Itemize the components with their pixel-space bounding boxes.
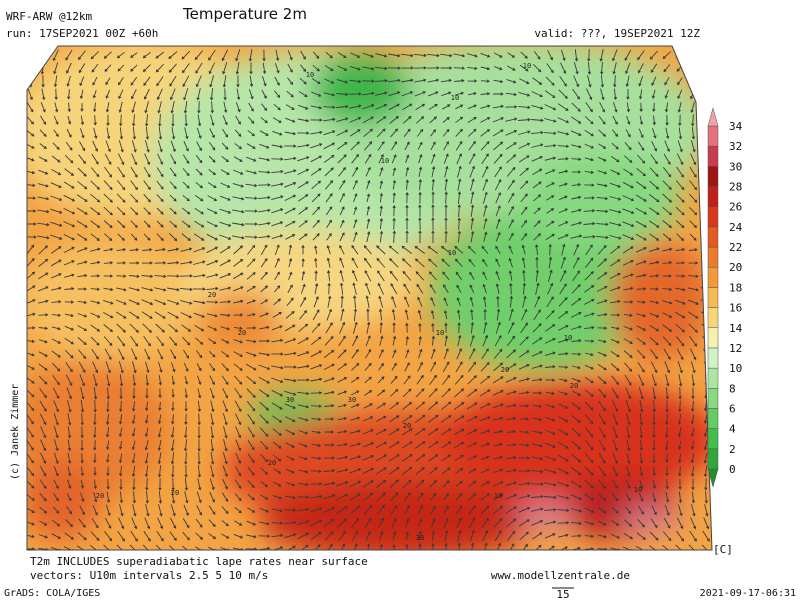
colorbar-label: 28 xyxy=(729,181,742,194)
colorbar-label: 30 xyxy=(729,160,742,173)
colorbar-band xyxy=(707,145,719,167)
colorbar-label: 26 xyxy=(729,201,742,214)
contour-label: 10 xyxy=(436,329,444,337)
colorbar-band xyxy=(707,266,719,288)
copyright: (c) Janek Zimmer xyxy=(10,384,21,480)
colorbar-band xyxy=(707,246,719,268)
contour-label: 20 xyxy=(208,291,216,299)
footer-site: www.modellzentrale.de xyxy=(491,569,630,582)
colorbar-label: 10 xyxy=(729,362,742,375)
colorbar-label: 12 xyxy=(729,342,742,355)
colorbar-end xyxy=(707,107,719,127)
contour-label: 20 xyxy=(238,329,246,337)
contour-label: 20 xyxy=(570,382,578,390)
footer-vectors: vectors: U10m intervals 2.5 5 10 m/s xyxy=(30,569,268,582)
run-label: run: 17SEP2021 00Z +60h xyxy=(6,27,158,40)
colorbar-band xyxy=(707,367,719,389)
colorbar-band xyxy=(707,186,719,207)
colorbar-label: 24 xyxy=(729,221,743,234)
colorbar-label: 2 xyxy=(729,443,736,456)
colorbar-label: 32 xyxy=(729,140,742,153)
colorbar-label: 16 xyxy=(729,302,742,315)
colorbar-label: 0 xyxy=(729,463,736,476)
contour-label: 20 xyxy=(501,366,509,374)
contour-label: 20 xyxy=(268,459,276,467)
colorbar-label: 8 xyxy=(729,382,736,395)
colorbar-label: 6 xyxy=(729,402,736,415)
contour-label: 20 xyxy=(96,492,104,500)
colorbar-label: 18 xyxy=(729,281,742,294)
colorbar-label: 22 xyxy=(729,241,742,254)
colorbar-band xyxy=(707,347,719,369)
contour-label: 20 xyxy=(171,489,179,497)
colorbar-band xyxy=(707,448,719,470)
contour-label: 10 xyxy=(448,249,456,257)
contour-label: 20 xyxy=(403,422,411,430)
contour-label: 10 xyxy=(494,492,502,500)
colorbar-band xyxy=(707,287,719,308)
map-frame xyxy=(26,45,713,551)
footer-timestamp: 2021-09-17-06:31 xyxy=(700,588,796,599)
colorbar-band xyxy=(707,125,719,147)
footer-note: T2m INCLUDES superadiabatic lape rates n… xyxy=(30,555,368,568)
ref-vector: 15 xyxy=(556,588,569,600)
contour-label: 30 xyxy=(348,396,356,404)
colorbar-band xyxy=(707,428,719,450)
colorbar-band xyxy=(707,206,719,228)
contour-label: 10 xyxy=(381,157,389,165)
colorbar-band xyxy=(707,327,719,349)
footer-grads: GrADS: COLA/IGES xyxy=(4,588,100,599)
contour-label: 10 xyxy=(564,334,572,342)
map-field: 10 10 10 10 10 10 10 20 20 20 20 20 20 20 20 30 30 30 10 10 xyxy=(27,46,712,550)
map-title: Temperature 2m xyxy=(182,5,307,23)
contour-label: 10 xyxy=(451,94,459,102)
colorbar-band xyxy=(707,307,719,329)
colorbar-band xyxy=(707,408,719,429)
colorbar-band xyxy=(707,388,719,409)
contour-label: 30 xyxy=(416,534,424,542)
colorbar-band xyxy=(707,166,719,187)
contour-label: 10 xyxy=(306,71,314,79)
contour-label: 30 xyxy=(286,396,294,404)
contour-label: 10 xyxy=(634,486,642,494)
colorbar-label: 4 xyxy=(729,423,736,436)
colorbar-label: 14 xyxy=(729,322,743,335)
colorbar-unit: [C] xyxy=(713,543,733,556)
contour-label: 10 xyxy=(523,62,531,70)
valid-label: valid: ???, 19SEP2021 12Z xyxy=(534,27,700,40)
model-label: WRF-ARW @12km xyxy=(6,10,92,23)
colorbar-label: 34 xyxy=(729,120,743,133)
colorbar-label: 20 xyxy=(729,261,742,274)
colorbar-band xyxy=(707,226,719,248)
